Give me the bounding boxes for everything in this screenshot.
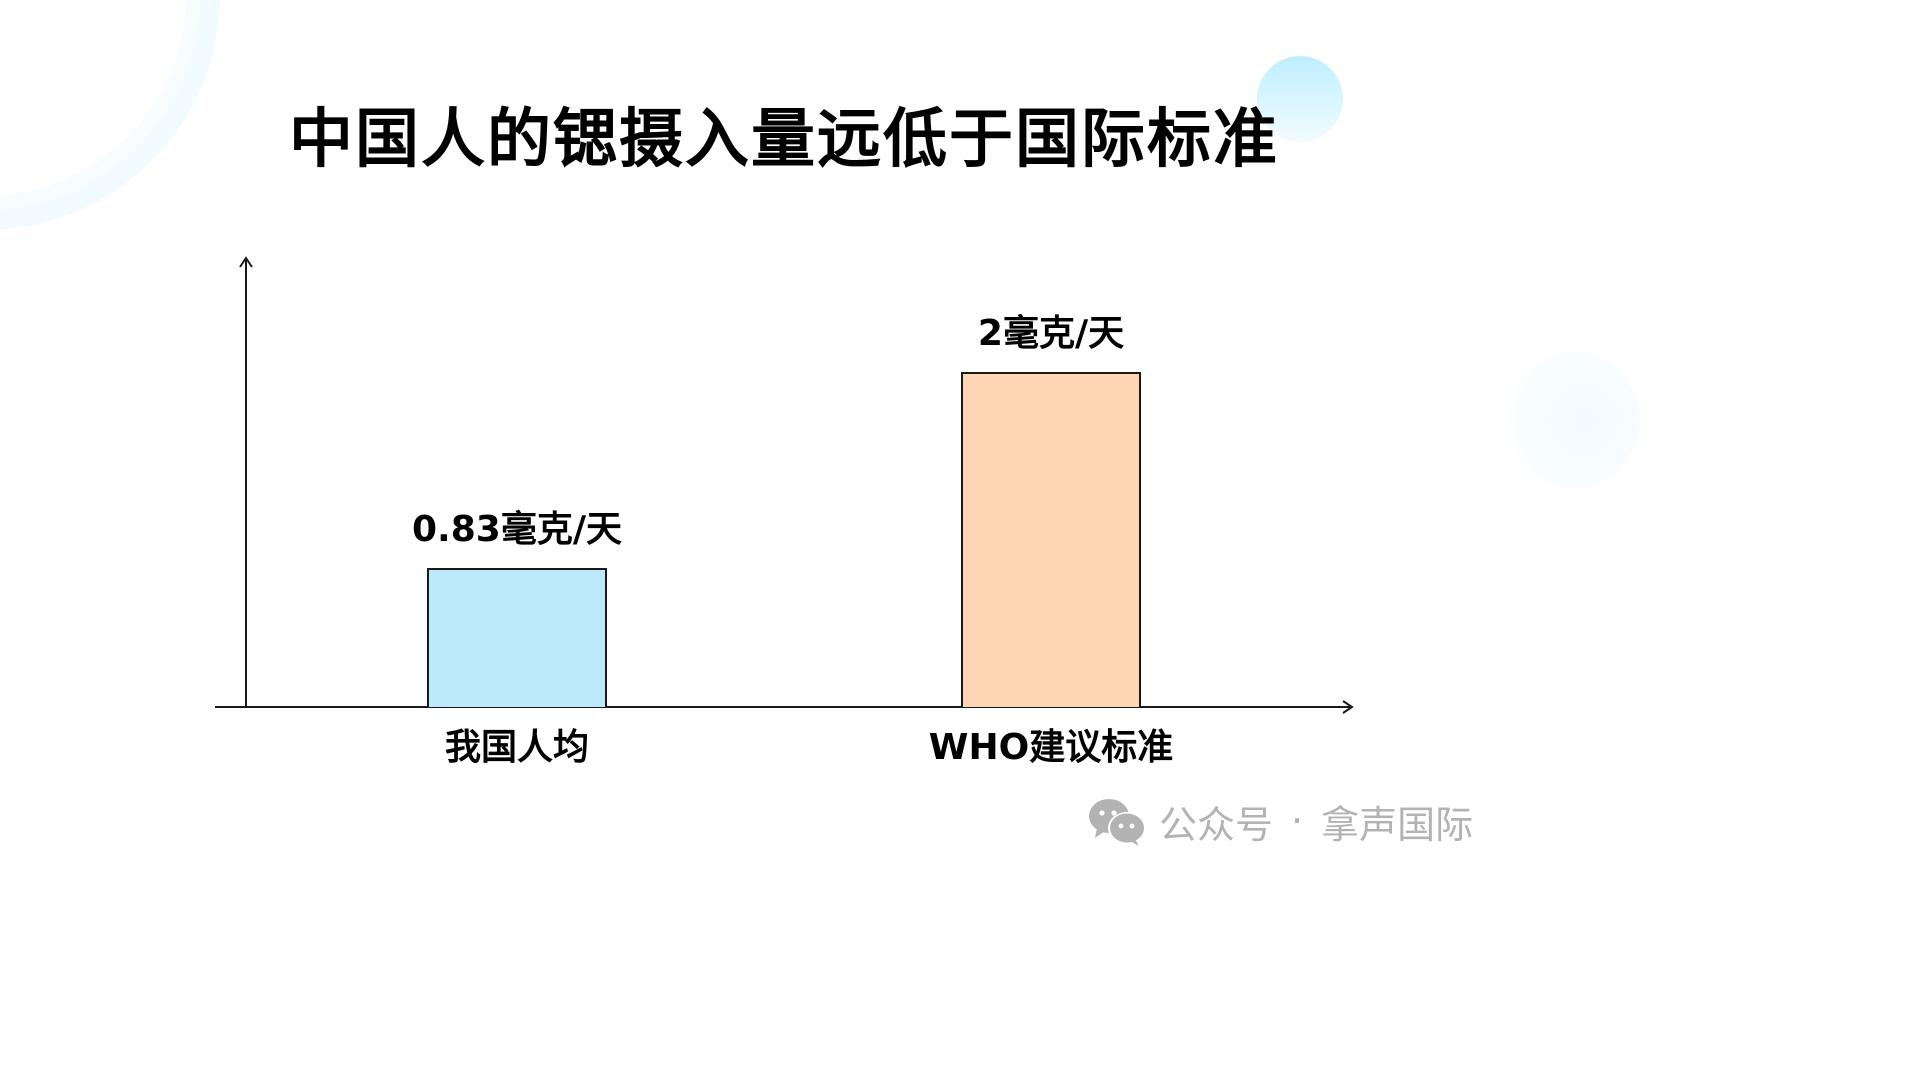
category-label-who-recommended: WHO建议标准 <box>928 727 1174 768</box>
value-label-who-recommended: 2毫克/天 <box>977 313 1125 354</box>
wechat-icon <box>1089 799 1146 846</box>
chart-axes <box>215 256 1354 714</box>
bar-domestic-average <box>427 567 607 707</box>
watermark: 公众号 · 拿声国际 <box>1085 796 1474 847</box>
y-axis-arrow-icon <box>239 256 253 268</box>
watermark-account: 拿声国际 <box>1321 802 1474 847</box>
chart-title: 中国人的锶摄入量远低于国际标准 <box>289 103 1279 177</box>
category-label-domestic-average: 我国人均 <box>444 727 589 768</box>
value-label-domestic-average: 0.83毫克/天 <box>412 508 622 550</box>
y-axis <box>239 256 253 708</box>
x-axis-arrow-icon <box>1342 700 1354 714</box>
watermark-label: 公众号 <box>1159 802 1274 847</box>
x-axis <box>215 700 1354 714</box>
watermark-separator: · <box>1291 799 1304 843</box>
bar-who-recommended <box>961 372 1141 707</box>
